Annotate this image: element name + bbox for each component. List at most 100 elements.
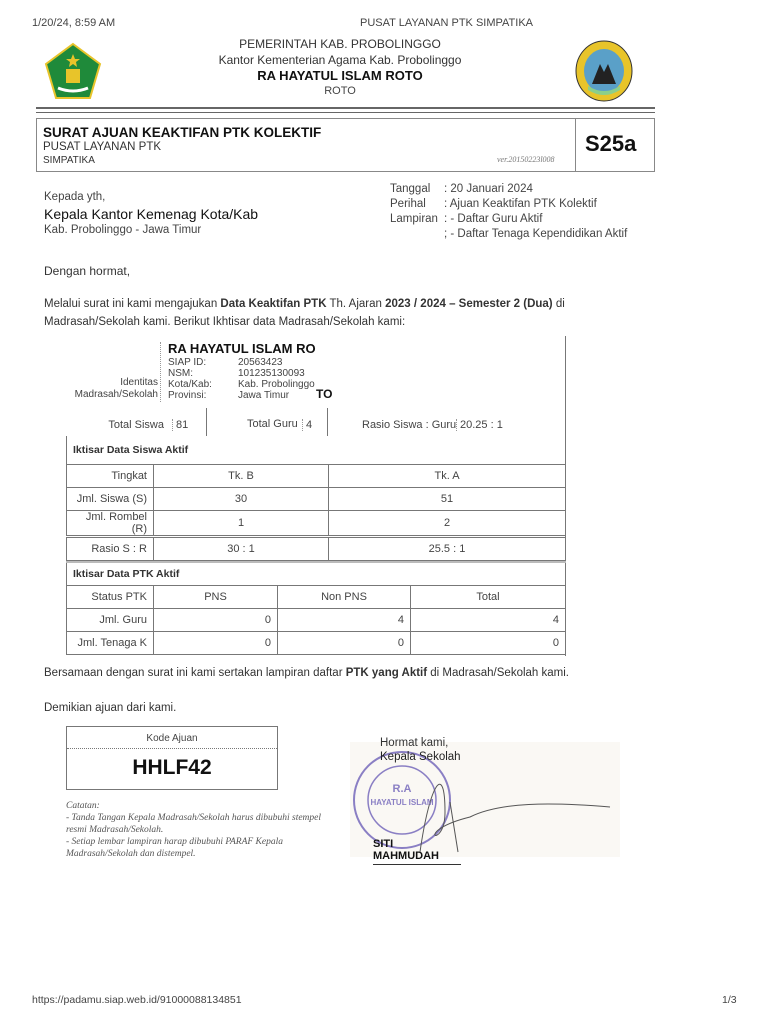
ptk-table: Status PTK PNS Non PNS Total Jml. Guru 0 4 4 J… (66, 585, 566, 655)
table-row: Tingkat Tk. B Tk. A (66, 464, 566, 488)
total-guru-label: Total Guru (247, 418, 298, 430)
prov-label: Provinsi: (168, 390, 207, 401)
tanggal-value: : 20 Januari 2024 (444, 183, 533, 195)
cell: 30 : 1 (153, 536, 329, 561)
total-siswa-label: Total Siswa (108, 419, 164, 431)
siap-label: SIAP ID: (168, 357, 207, 368)
nsm-label: NSM: (168, 368, 193, 379)
closing-paragraph-1: Bersamaan dengan surat ini kami sertakan… (44, 667, 569, 679)
print-datetime: 1/20/24, 8:59 AM (32, 17, 116, 29)
form-version: ver.20150223l008 (497, 155, 555, 164)
recipient-name: Kepala Kantor Kemenag Kota/Kab (44, 206, 259, 222)
cell: 0 (153, 631, 278, 655)
identity-divider (160, 342, 161, 402)
total-guru-value: 4 (302, 419, 312, 431)
cell: 4 (277, 608, 411, 632)
intro-paragraph: Melalui surat ini kami mengajukan Data K… (44, 295, 644, 331)
form-subtitle-1: PUSAT LAYANAN PTK (43, 141, 162, 153)
perihal-value: : Ajuan Keaktifan PTK Kolektif (444, 198, 597, 210)
intro-bold: Data Keaktifan PTK (220, 298, 327, 310)
identity-label-1: Identitas (120, 377, 158, 388)
row-label: Jml. Siswa (S) (66, 487, 154, 511)
rasio-value: 20.25 : 1 (456, 419, 503, 431)
table-row: Rasio S : R 30 : 1 25.5 : 1 (66, 536, 566, 561)
catatan-line: resmi Madrasah/Sekolah. (66, 825, 164, 835)
closing-text: di Madrasah/Sekolah kami. (427, 667, 569, 679)
school-name-overflow: TO (316, 387, 333, 401)
closing-paragraph-2: Demikian ajuan dari kami. (44, 702, 177, 714)
form-title-box: SURAT AJUAN KEAKTIFAN PTK KOLEKTIF PUSAT… (36, 118, 655, 172)
letterhead-line1: PEMERINTAH KAB. PROBOLINGGO (239, 37, 441, 51)
cell: Tk. B (153, 464, 329, 488)
header-cell: Total (410, 585, 566, 609)
catatan-line: - Tanda Tangan Kepala Madrasah/Sekolah h… (66, 813, 322, 823)
intro-semester: (Dua) (520, 298, 553, 310)
cell: Tk. A (328, 464, 566, 488)
nsm-value: 101235130093 (238, 368, 305, 379)
signature-name: SITI MAHMUDAH (373, 838, 461, 865)
catatan-title: Catatan: (66, 801, 100, 811)
cell: 2 (328, 510, 566, 537)
footer-url: https://padamu.siap.web.id/9100008813485… (32, 994, 242, 1006)
intro-year: 2023 / 2024 – Semester 2 (385, 298, 521, 310)
lampiran-value-1: : - Daftar Guru Aktif (444, 213, 543, 225)
catatan-line: - Setiap lembar lampiran harap dibubuhi … (66, 837, 283, 847)
school-name: RA HAYATUL ISLAM RO (168, 341, 316, 356)
form-title: SURAT AJUAN KEAKTIFAN PTK KOLEKTIF (43, 125, 322, 140)
cell: 25.5 : 1 (328, 536, 566, 561)
table-row: Jml. Siswa (S) 30 51 (66, 487, 566, 511)
stamp-signature-icon (350, 742, 620, 857)
tanggal-label: Tanggal (390, 183, 431, 195)
form-code: S25a (585, 131, 637, 156)
school-emblem-icon (575, 40, 633, 102)
identity-details: SIAP ID: 20563423 NSM: 101235130093 Kota/K… (168, 357, 315, 401)
identity-label-2: Madrasah/Sekolah (74, 389, 158, 400)
greeting: Dengan hormat, (44, 264, 131, 278)
table-header-row: Status PTK PNS Non PNS Total (66, 585, 566, 609)
letterhead-address: ROTO (324, 85, 356, 97)
row-label: Rasio S : R (66, 536, 154, 561)
cell: 1 (153, 510, 329, 537)
siswa-table: Tingkat Tk. B Tk. A Jml. Siswa (S) 30 51 Jml… (66, 464, 566, 561)
footer-page-number: 1/3 (722, 994, 737, 1006)
recipient-region: Kab. Probolinggo - Jawa Timur (44, 224, 202, 236)
cell: 51 (328, 487, 566, 511)
letterhead-line2: Kantor Kementerian Agama Kab. Probolingg… (218, 53, 462, 67)
catatan-line: Madrasah/Sekolah dan distempel. (66, 849, 196, 859)
intro-text: Th. Ajaran (326, 298, 386, 310)
closing-bold: PTK yang Aktif (345, 667, 428, 679)
letterhead-school: RA HAYATUL ISLAM ROTO (257, 68, 423, 83)
identity-label: Identitas Madrasah/Sekolah (60, 377, 158, 401)
intro-text: Melalui surat ini kami mengajukan (44, 298, 221, 310)
kota-value: Kab. Probolinggo (238, 379, 315, 390)
kode-ajuan-box: Kode Ajuan HHLF42 (66, 726, 278, 790)
row-label: Jml. Tenaga K (66, 631, 154, 655)
kota-label: Kota/Kab: (168, 379, 212, 390)
siswa-section-title: Iktisar Data Siswa Aktif (73, 444, 189, 456)
lampiran-label: Lampiran (390, 213, 438, 225)
siap-value: 20563423 (238, 357, 283, 368)
lampiran-value-2: ; - Daftar Tenaga Kependidikan Aktif (444, 228, 628, 240)
table-row: Jml. Rombel (R) 1 2 (66, 510, 566, 537)
rasio-label: Rasio Siswa : Guru (362, 419, 457, 431)
ptk-section-title: Iktisar Data PTK Aktif (73, 568, 180, 580)
kemenag-logo-icon (44, 42, 102, 99)
header-cell: Status PTK (66, 585, 154, 609)
header-cell: Non PNS (277, 585, 411, 609)
letter-meta: Tanggal: 20 Januari 2024 Perihal: Ajuan … (390, 182, 627, 242)
cell: 4 (410, 608, 566, 632)
signature-hormat: Hormat kami, (380, 737, 449, 749)
block-right-border (565, 336, 566, 656)
recipient-kepada: Kepada yth, (44, 191, 106, 203)
intro-text-line2: Madrasah/Sekolah kami. Berikut Ikhtisar … (44, 316, 406, 328)
header-cell: PNS (153, 585, 278, 609)
header-divider (36, 107, 655, 113)
row-label: Jml. Rombel (R) (66, 510, 154, 537)
form-subtitle-2: SIMPATIKA (43, 155, 95, 166)
print-page-title: PUSAT LAYANAN PTK SIMPATIKA (360, 17, 533, 29)
kode-ajuan-value: HHLF42 (132, 756, 212, 779)
prov-value: Jawa Timur (238, 390, 290, 401)
row-label: Tingkat (66, 464, 154, 488)
signature-role: Kepala Sekolah (380, 751, 461, 763)
cell: 0 (277, 631, 411, 655)
